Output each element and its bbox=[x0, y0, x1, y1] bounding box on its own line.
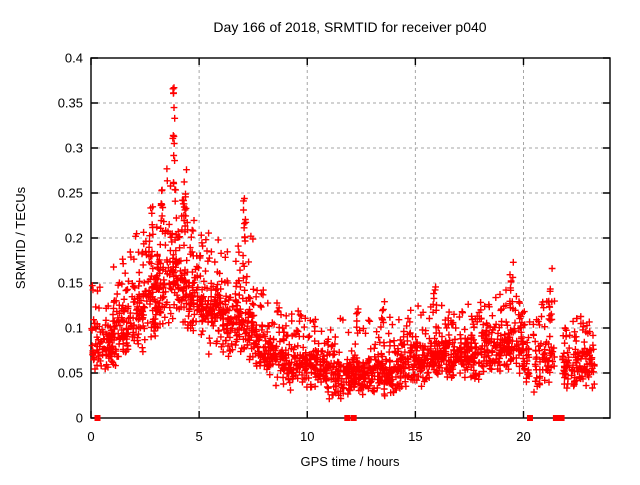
zero-value-marker bbox=[94, 415, 101, 421]
chart-title: Day 166 of 2018, SRMTID for receiver p04… bbox=[213, 19, 486, 35]
tick-labels: 0 5 10 15 20 0 0.05 0.1 0.15 0.2 0.25 0.3 0.35 0.4 bbox=[58, 51, 531, 445]
zero-value-marker bbox=[555, 415, 562, 421]
x-tick-label: 5 bbox=[196, 429, 203, 444]
y-tick-label: 0.3 bbox=[65, 141, 83, 156]
y-tick-label: 0 bbox=[76, 411, 83, 426]
y-tick-label: 0.05 bbox=[58, 366, 83, 381]
y-tick-label: 0.1 bbox=[65, 321, 83, 336]
zero-value-marker bbox=[344, 415, 351, 421]
y-tick-label: 0.25 bbox=[58, 186, 83, 201]
x-axis-label: GPS time / hours bbox=[301, 454, 400, 469]
x-tick-label: 0 bbox=[87, 429, 94, 444]
x-tick-label: 20 bbox=[516, 429, 530, 444]
zero-value-marker bbox=[558, 415, 565, 421]
y-tick-label: 0.35 bbox=[58, 96, 83, 111]
x-tick-label: 10 bbox=[300, 429, 314, 444]
data-points bbox=[88, 84, 598, 421]
y-tick-label: 0.2 bbox=[65, 231, 83, 246]
zero-value-marker bbox=[350, 415, 357, 421]
x-tick-label: 15 bbox=[408, 429, 422, 444]
axis-ticks bbox=[90, 57, 610, 419]
y-tick-label: 0.4 bbox=[65, 51, 83, 66]
zero-value-marker bbox=[527, 415, 533, 421]
y-tick-label: 0.15 bbox=[58, 276, 83, 291]
y-axis-label: SRMTID / TECUs bbox=[13, 186, 28, 289]
